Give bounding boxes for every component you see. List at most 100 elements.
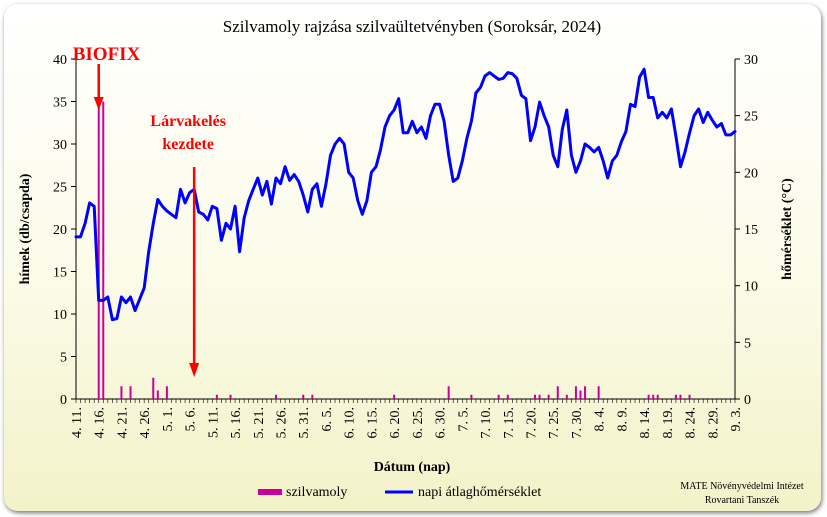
- bar: [302, 394, 305, 399]
- credit-line-1: MATE Növényvédelmi Intézet: [680, 481, 804, 492]
- bar: [274, 394, 277, 399]
- x-tick-label: 5. 21.: [252, 407, 267, 439]
- y-left-tick-label: 15: [53, 266, 67, 281]
- line-series-temperature: [74, 67, 737, 322]
- bar: [129, 386, 132, 399]
- y-right-tick-label: 15: [744, 223, 758, 238]
- bar-series-szilvamoly: [97, 101, 691, 399]
- bar: [215, 394, 218, 399]
- annotation-biofix: BIOFIX: [73, 44, 141, 65]
- bar: [393, 394, 396, 399]
- x-axis-label: Dátum (nap): [374, 460, 451, 475]
- bar: [102, 101, 105, 399]
- bar: [120, 386, 123, 399]
- x-tick-label: 5. 16.: [229, 407, 244, 439]
- x-tick-label: 5. 1.: [161, 407, 176, 432]
- x-tick-label: 6. 25.: [411, 407, 426, 439]
- x-tick-label: 4. 21.: [115, 407, 130, 439]
- y-left-tick-label: 25: [53, 181, 67, 196]
- y-right-tick-label: 20: [744, 166, 758, 181]
- x-tick-label: 7. 30.: [570, 407, 585, 439]
- x-tick-label: 7. 5.: [456, 407, 471, 432]
- bar: [165, 386, 168, 399]
- x-tick-label: 5. 6.: [184, 407, 199, 432]
- bar: [656, 394, 659, 399]
- x-tick-label: 7. 15.: [502, 407, 517, 439]
- y-right-tick-label: 5: [744, 336, 751, 351]
- y-left-tick-label: 40: [53, 53, 67, 68]
- x-tick-label: 9. 3.: [729, 407, 744, 432]
- bar: [688, 394, 691, 399]
- credit-line-2: Rovartani Tanszék: [705, 495, 779, 506]
- bar: [229, 394, 232, 399]
- x-tick-label: 8. 14.: [638, 407, 653, 439]
- bar: [556, 386, 559, 399]
- x-tick-label: 6. 15.: [365, 407, 380, 439]
- y-left-tick-label: 0: [60, 393, 67, 408]
- x-tick-label: 6. 20.: [388, 407, 403, 439]
- y-right-tick-label: 10: [744, 280, 758, 295]
- x-tick-label: 7. 10.: [479, 407, 494, 439]
- bar: [574, 386, 577, 399]
- x-tick-label: 8. 24.: [684, 407, 699, 439]
- legend-bar-swatch: [258, 489, 282, 495]
- x-tick-label: 4. 26.: [138, 407, 153, 439]
- bar: [152, 377, 155, 399]
- y-left-tick-label: 30: [53, 138, 67, 153]
- bar: [97, 101, 100, 399]
- x-tick-label: 8. 4.: [593, 407, 608, 432]
- bar: [470, 394, 473, 399]
- bar: [547, 394, 550, 399]
- y-axis-right-label: hőmérséklet (°C): [780, 178, 795, 280]
- chart-svg: Szilvamoly rajzása szilvaültetvényben (S…: [18, 17, 804, 506]
- bar: [597, 386, 600, 399]
- bar: [506, 394, 509, 399]
- bar: [538, 394, 541, 399]
- x-tick-label: 8. 19.: [661, 407, 676, 439]
- y-right-tick-label: 25: [744, 110, 758, 125]
- bar: [647, 394, 650, 399]
- y-right-tick-label: 30: [744, 53, 758, 68]
- x-tick-label: 8. 29.: [706, 407, 721, 439]
- bar: [497, 394, 500, 399]
- x-tick-label: 5. 26.: [275, 407, 290, 439]
- chart-frame: Szilvamoly rajzása szilvaültetvényben (S…: [4, 4, 821, 511]
- bar: [652, 394, 655, 399]
- y-right-tick-label: 0: [744, 393, 751, 408]
- annotation-biofix-arrowhead: [93, 97, 104, 110]
- temperature-line: [74, 67, 737, 322]
- bar: [156, 390, 159, 399]
- x-tick-label: 7. 25.: [547, 407, 562, 439]
- bar: [311, 394, 314, 399]
- bar: [534, 394, 537, 399]
- x-tick-label: 7. 20.: [524, 407, 539, 439]
- y-left-tick-label: 5: [60, 351, 67, 366]
- bar: [579, 390, 582, 399]
- legend-line-label: napi átlaghőmérséklet: [418, 485, 541, 500]
- bar: [584, 386, 587, 399]
- x-tick-label: 4. 16.: [93, 407, 108, 439]
- y-left-tick-label: 20: [53, 223, 67, 238]
- annotation-larvakeles-line: kezdete: [162, 136, 214, 153]
- bar: [447, 386, 450, 399]
- bar: [565, 394, 568, 399]
- legend-bar-label: szilvamoly: [286, 485, 347, 500]
- chart-title: Szilvamoly rajzása szilvaültetvényben (S…: [223, 17, 601, 36]
- x-tick-label: 6. 10.: [343, 407, 358, 439]
- x-tick-label: 8. 9.: [615, 407, 630, 432]
- x-tick-label: 4. 11.: [70, 407, 85, 438]
- x-tick-label: 5. 11.: [206, 407, 221, 438]
- bar: [674, 394, 677, 399]
- annotation-larvakeles-arrowhead: [189, 363, 200, 377]
- legend: szilvamoly napi átlaghőmérséklet: [258, 485, 541, 500]
- y-axis-left-label: hímek (db/csapda): [18, 173, 33, 284]
- annotation-larvakeles-line: Lárvakelés: [150, 113, 226, 130]
- bar: [679, 394, 682, 399]
- axes: 0 5 10 15 20 25 30 35 40 0 5 10 15 20 25 30 4. 11. 4. 16.…: [53, 53, 758, 439]
- annotations: BIOFIX Lárvakelés kezdete: [73, 44, 226, 377]
- x-tick-label: 6. 5.: [320, 407, 335, 432]
- y-left-tick-label: 10: [53, 308, 67, 323]
- x-tick-label: 6. 30.: [434, 407, 449, 439]
- x-tick-label: 5. 31.: [297, 407, 312, 439]
- y-left-tick-label: 35: [53, 96, 67, 111]
